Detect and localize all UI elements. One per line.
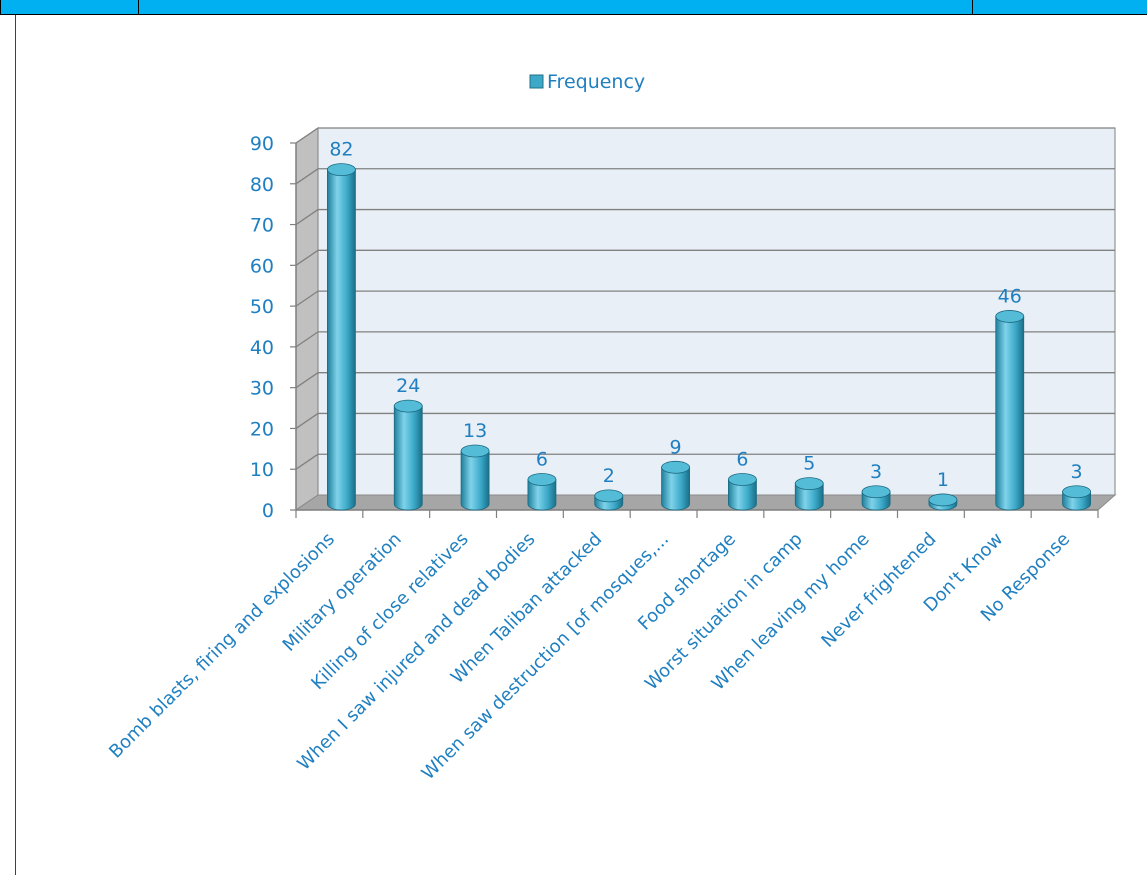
bar: [460, 444, 490, 511]
bar-top: [995, 310, 1025, 323]
data-label: 24: [396, 375, 420, 397]
data-label: 6: [736, 449, 748, 471]
plot-back-wall: [317, 127, 1116, 496]
bar: [594, 489, 624, 511]
y-tick-label: 80: [250, 174, 274, 196]
data-label: 13: [463, 420, 487, 442]
bar: [794, 477, 824, 511]
x-tick-label: Military operation: [279, 529, 406, 656]
data-label: 3: [870, 461, 882, 483]
top-bar-divider: [138, 0, 139, 14]
legend: Frequency: [529, 71, 645, 93]
data-label: 9: [670, 436, 682, 458]
bar-top: [794, 477, 824, 491]
bar-top: [527, 473, 557, 486]
bar-top: [728, 473, 757, 486]
bar: [527, 473, 557, 511]
bar-top: [460, 444, 490, 458]
x-tick-label: When saw destruction [of mosques,...: [418, 529, 673, 784]
gridline: [295, 168, 319, 185]
bar-top: [327, 163, 356, 177]
bar: [928, 493, 958, 511]
gridline: [295, 209, 319, 226]
bar: [1062, 485, 1091, 511]
y-tick-label: 20: [250, 418, 274, 440]
gridline: [295, 412, 319, 429]
bar-body: [460, 450, 490, 511]
x-tick-label: When I saw injured and dead bodies: [293, 529, 539, 775]
data-label: 82: [329, 139, 353, 161]
x-tick-label: Bomb blasts, firing and explosions: [105, 529, 339, 763]
gridline: [295, 290, 319, 307]
y-tick-label: 90: [250, 133, 274, 155]
bar: [393, 399, 423, 511]
legend-label: Frequency: [547, 71, 645, 93]
y-tick-label: 60: [250, 255, 274, 277]
bar: [327, 163, 356, 511]
bar-top: [928, 493, 958, 507]
bar-top: [1062, 485, 1091, 499]
gridline: [295, 249, 319, 266]
page-border: [15, 15, 16, 875]
bar-top: [393, 399, 423, 413]
bar-body: [661, 466, 690, 511]
y-tick-label: 30: [250, 378, 274, 400]
data-label: 6: [536, 449, 548, 471]
bar-body: [527, 479, 557, 511]
top-bar-divider: [0, 0, 1, 14]
y-tick-label: 50: [250, 296, 274, 318]
bar-body: [728, 479, 757, 511]
y-tick-label: 70: [250, 215, 274, 237]
y-tick-label: 40: [250, 337, 274, 359]
data-label: 46: [998, 285, 1022, 307]
gridline: [295, 453, 319, 470]
bar-top: [661, 460, 690, 474]
plot-side-wall: [295, 127, 319, 511]
bar-body: [327, 169, 356, 511]
gridline: [295, 372, 319, 389]
data-label: 1: [937, 469, 949, 491]
bar: [661, 460, 690, 511]
top-bar: [0, 0, 1147, 15]
bar: [861, 485, 891, 511]
gridline: [295, 127, 319, 144]
bar: [728, 473, 757, 511]
bar-body: [393, 405, 423, 511]
gridline: [295, 331, 319, 348]
bar-body: [995, 316, 1025, 511]
y-tick-label: 10: [250, 459, 274, 481]
bar-top: [861, 485, 891, 499]
y-tick-label: 0: [262, 500, 274, 522]
legend-swatch: [529, 74, 544, 89]
top-bar-divider: [972, 0, 973, 14]
bar: [995, 310, 1025, 511]
data-label: 5: [803, 453, 815, 475]
data-label: 2: [603, 465, 615, 487]
x-tick-label: Never frightened: [817, 529, 940, 652]
data-label: 3: [1071, 461, 1083, 483]
bar-top: [594, 489, 624, 503]
bar-body: [794, 483, 824, 511]
